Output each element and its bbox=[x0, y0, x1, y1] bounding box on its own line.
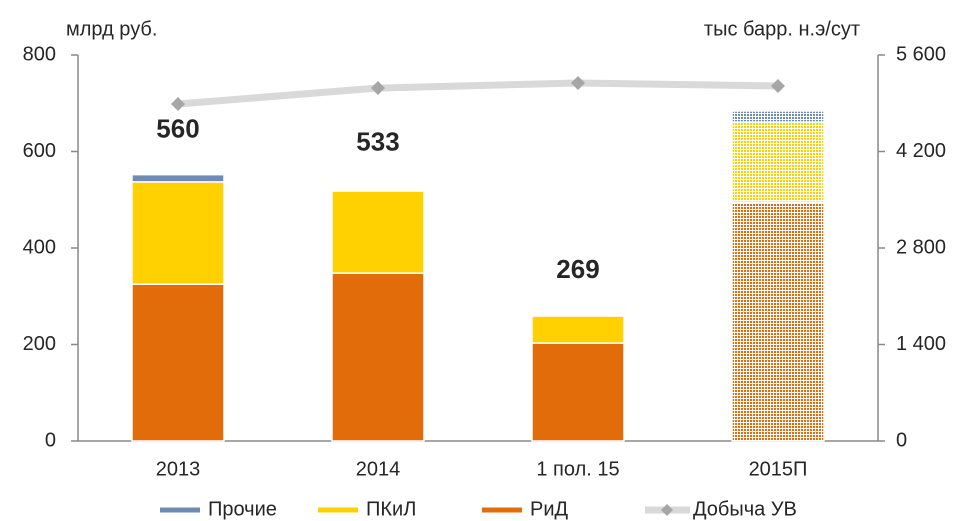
y2-tick-label: 4 200 bbox=[896, 140, 946, 162]
line-series bbox=[177, 79, 779, 108]
x-tick-label: 2015П bbox=[749, 458, 808, 480]
total-label: 533 bbox=[356, 127, 399, 157]
y-axis-title: млрд руб. bbox=[66, 18, 157, 40]
legend-label: Добыча УВ bbox=[693, 498, 797, 520]
y2-tick-label: 0 bbox=[896, 429, 907, 451]
x-tick-label: 2014 bbox=[356, 458, 401, 480]
bar-segment bbox=[131, 283, 225, 442]
bar-segment bbox=[331, 190, 425, 274]
legend-label: Прочие bbox=[208, 498, 277, 520]
y2-tick-label: 5 600 bbox=[896, 43, 946, 65]
line-marker bbox=[171, 97, 185, 112]
bar-segment bbox=[731, 121, 825, 203]
legend-label: РиД bbox=[530, 498, 569, 520]
line-marker bbox=[571, 75, 585, 90]
y2-tick-label: 1 400 bbox=[896, 333, 946, 355]
bar-segment bbox=[131, 173, 225, 183]
x-tick-label: 1 пол. 15 bbox=[536, 458, 619, 480]
y-tick-label: 400 bbox=[23, 236, 56, 258]
bar-segment bbox=[131, 181, 225, 285]
legend-marker bbox=[661, 504, 673, 516]
bar-segment bbox=[531, 342, 625, 442]
total-label: 269 bbox=[556, 254, 599, 284]
x-tick-label: 2013 bbox=[156, 458, 201, 480]
y-tick-label: 0 bbox=[45, 429, 56, 451]
bar-segment bbox=[731, 110, 825, 123]
legend-label: ПКиЛ bbox=[366, 498, 416, 520]
y2-tick-label: 2 800 bbox=[896, 236, 946, 258]
line-marker bbox=[771, 79, 785, 94]
bar-segment bbox=[331, 272, 425, 442]
y-tick-label: 800 bbox=[23, 43, 56, 65]
bar-segment bbox=[531, 315, 625, 344]
total-label: 560 bbox=[156, 114, 199, 144]
bar-segment bbox=[731, 201, 825, 442]
y-tick-label: 200 bbox=[23, 333, 56, 355]
y2-axis-title: тыс барр. н.э/сут bbox=[704, 18, 860, 40]
y-tick-label: 600 bbox=[23, 140, 56, 162]
line-marker bbox=[371, 81, 385, 96]
